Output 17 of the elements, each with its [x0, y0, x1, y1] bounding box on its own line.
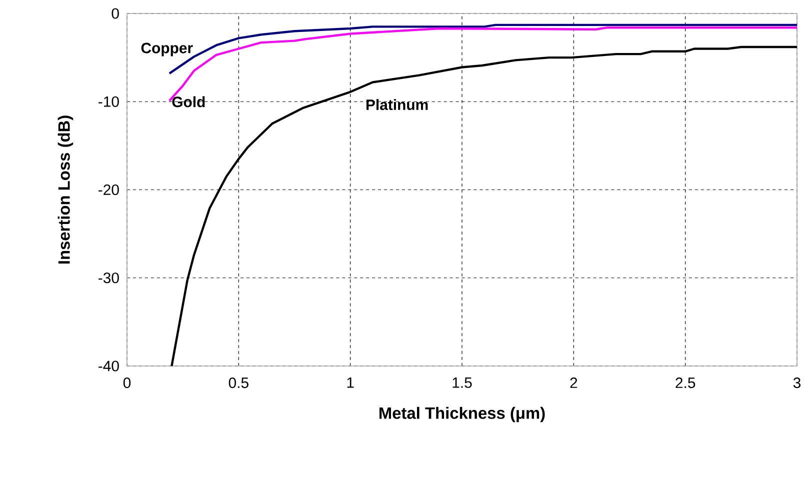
x-axis-title: Metal Thickness (μm)	[380, 406, 545, 422]
x-tick-label: 0.5	[228, 377, 248, 388]
x-tick-label: 2.5	[676, 377, 696, 388]
y-tick-label: -10	[98, 96, 119, 107]
series-label: Platinum	[366, 99, 428, 110]
x-tick-label: 1.5	[452, 377, 472, 388]
y-tick-label: -30	[98, 272, 119, 284]
y-tick-label: 0	[112, 8, 119, 19]
x-tick-label: 1	[347, 377, 354, 388]
x-tick-label: 2	[570, 377, 578, 388]
x-tick-label: 3	[793, 377, 801, 388]
y-tick-label: -20	[98, 184, 119, 196]
y-axis-title: Insertion Loss (dB)	[58, 116, 74, 264]
series-label: Gold	[172, 96, 205, 108]
x-tick-label: 0	[123, 377, 131, 388]
series-label: Copper	[141, 42, 193, 56]
y-tick-label: -40	[98, 360, 119, 372]
